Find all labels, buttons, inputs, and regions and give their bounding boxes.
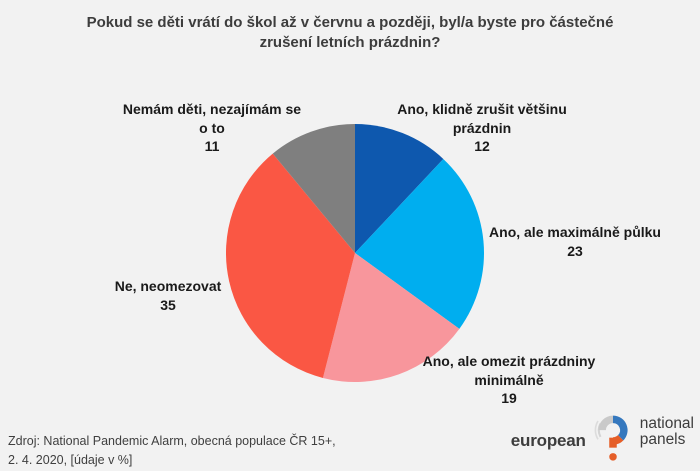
chart-title-line2: zrušení letních prázdnin? bbox=[259, 34, 441, 51]
pie-chart bbox=[225, 124, 484, 383]
question-mark-logo-icon bbox=[594, 415, 628, 461]
slice-label-limit-minimally: Ano, ale omezit prázdniny minimálně 19 bbox=[423, 352, 596, 408]
pie-slice bbox=[322, 253, 460, 383]
label-text: minimálně bbox=[474, 371, 544, 388]
label-value: 19 bbox=[501, 390, 517, 406]
pie-slice bbox=[225, 153, 355, 378]
european-national-panels-logo: european national panels bbox=[511, 403, 694, 469]
chart-title-line1: Pokud se děti vrátí do škol až v červnu … bbox=[86, 14, 614, 31]
slice-label-no-limit: Ne, neomezovat 35 bbox=[115, 277, 222, 314]
slice-label-half-max: Ano, ale maximálně půlku 23 bbox=[489, 223, 661, 260]
label-text: o to bbox=[199, 119, 225, 136]
source-line2: 2. 4. 2020, [údaje v %] bbox=[8, 452, 133, 467]
pie-chart-area bbox=[225, 124, 484, 383]
label-text: Ano, ale omezit prázdniny bbox=[422, 353, 596, 369]
chart-title: Pokud se děti vrátí do škol až v červnu … bbox=[0, 13, 700, 53]
label-text: Ne, neomezovat bbox=[114, 278, 222, 294]
label-value: 23 bbox=[567, 242, 583, 259]
pie-slice bbox=[355, 158, 484, 329]
label-text: Ano, klidně zrušit většinu bbox=[397, 101, 567, 117]
logo-national-line: national bbox=[639, 414, 694, 432]
label-text: prázdnin bbox=[452, 119, 512, 136]
pie-slice bbox=[355, 124, 444, 253]
logo-panels-line: panels bbox=[639, 431, 686, 448]
label-value: 11 bbox=[204, 138, 220, 154]
logo-national-panels-text: national panels bbox=[639, 414, 694, 457]
label-text: Ano, ale maximálně půlku bbox=[489, 224, 661, 240]
label-value: 12 bbox=[474, 138, 490, 154]
slice-label-cancel-most: Ano, klidně zrušit většinu prázdnin 12 bbox=[397, 100, 567, 156]
logo-european-text: european bbox=[510, 431, 586, 450]
source-line1: Zdroj: National Pandemic Alarm, obecná p… bbox=[8, 434, 336, 448]
pie-slice bbox=[272, 124, 355, 253]
label-value: 35 bbox=[160, 296, 176, 313]
slice-label-no-children: Nemám děti, nezajímám se o to 11 bbox=[123, 100, 301, 156]
label-text: Nemám děti, nezajímám se bbox=[122, 101, 302, 117]
source-note: Zdroj: National Pandemic Alarm, obecná p… bbox=[8, 432, 336, 469]
